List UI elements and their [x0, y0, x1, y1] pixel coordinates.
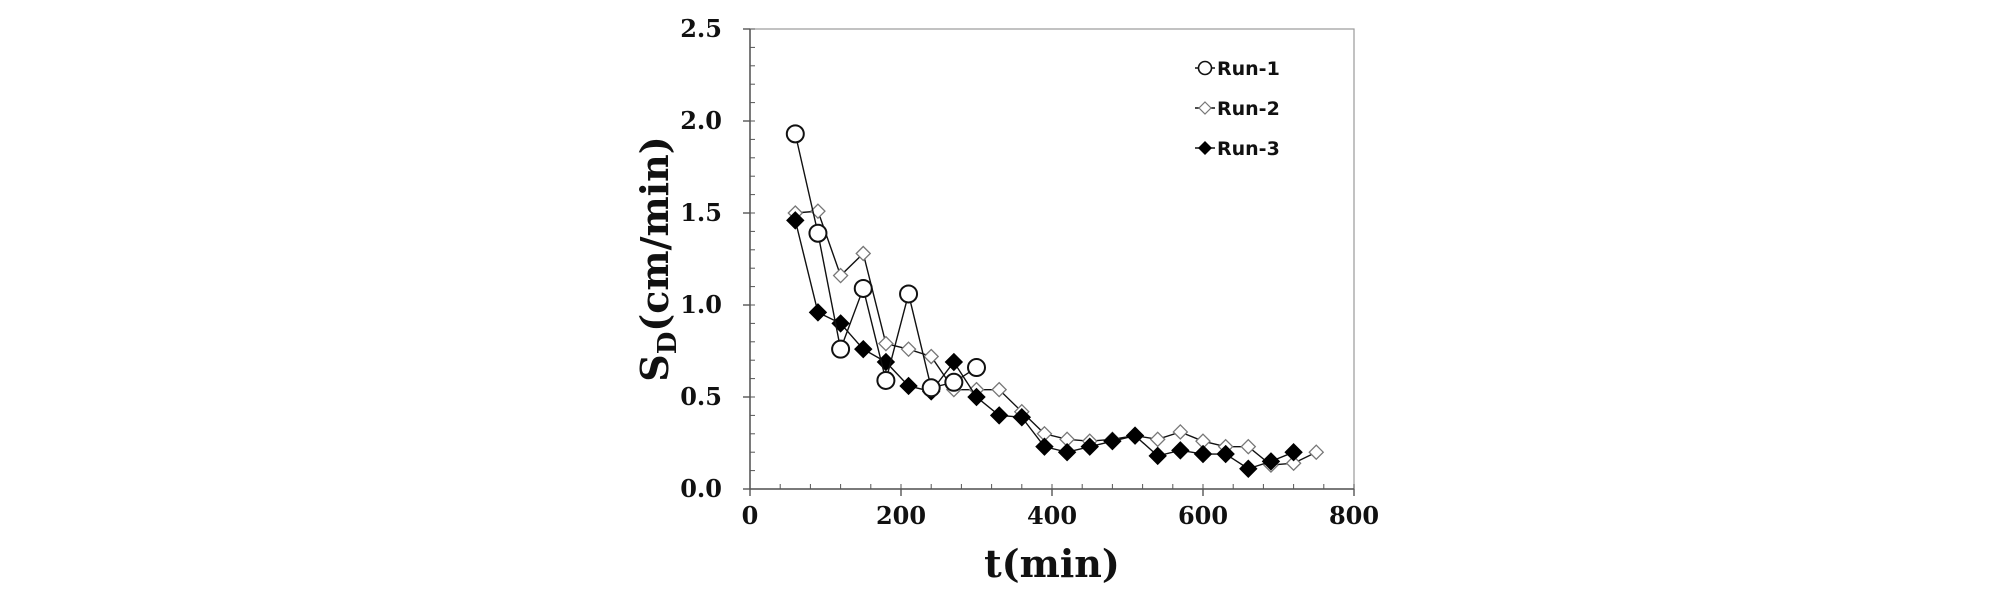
legend-item-run-1: Run-1 [1195, 58, 1280, 80]
data-point [1308, 444, 1325, 461]
data-point [1149, 431, 1166, 448]
y-axis-title: SD(cm/min) [632, 136, 683, 381]
data-point [810, 203, 826, 220]
series-layer [785, 124, 1325, 478]
series-run-2 [787, 203, 1325, 473]
data-point [1103, 431, 1122, 451]
legend-marker [1198, 101, 1212, 115]
data-point [1240, 438, 1257, 455]
data-point [785, 124, 805, 144]
y-axis-title-subscript: D [653, 332, 683, 355]
x-tick-label: 200 [876, 501, 926, 530]
data-point [899, 376, 918, 396]
data-point [1261, 452, 1281, 471]
y-tick-label: 0.5 [680, 382, 722, 411]
data-point [854, 339, 873, 359]
legend: Run-1 Run-2 Run-3 [1195, 58, 1280, 160]
data-point [944, 352, 964, 372]
y-tick-label: 1.5 [680, 198, 722, 227]
y-axis-title-units: (cm/min) [632, 136, 677, 331]
data-point [786, 211, 805, 230]
data-point [855, 245, 872, 262]
data-point [1216, 444, 1235, 464]
x-tick-label: 600 [1178, 501, 1228, 530]
data-point [967, 358, 986, 378]
data-point [1193, 444, 1213, 464]
x-tick-label: 800 [1329, 501, 1379, 530]
data-point [1172, 424, 1189, 440]
data-point [1284, 442, 1303, 462]
legend-label: Run-3 [1217, 138, 1280, 160]
data-point [1148, 446, 1167, 466]
axes: 0.0 0.5 1.0 1.5 2.0 2.5 0 200 400 600 800 [680, 14, 1379, 530]
legend-marker [1198, 141, 1212, 155]
data-point [1035, 437, 1054, 456]
data-point [1080, 437, 1099, 456]
y-tick-label: 2.5 [680, 14, 722, 43]
data-point [923, 348, 940, 365]
legend-label: Run-1 [1217, 58, 1280, 80]
data-point [900, 341, 917, 358]
data-point [1057, 442, 1077, 462]
data-point [1171, 441, 1190, 460]
y-tick-label: 0.0 [680, 474, 722, 503]
series-line [795, 210, 1317, 466]
x-tick-label: 0 [742, 501, 759, 530]
legend-marker [1197, 60, 1213, 76]
legend-item-run-2: Run-2 [1195, 98, 1280, 120]
data-point [808, 303, 828, 322]
data-point [921, 378, 941, 398]
data-point [1125, 426, 1145, 445]
legend-label: Run-2 [1217, 98, 1280, 120]
x-axis-title: t(min) [984, 541, 1120, 586]
data-point [944, 372, 964, 392]
y-axis-title-main: S [632, 354, 677, 381]
data-point [808, 223, 828, 243]
data-point [876, 370, 896, 390]
data-point [991, 381, 1008, 398]
data-point [989, 406, 1009, 425]
data-point [899, 284, 919, 304]
data-point [1239, 459, 1258, 478]
data-point [877, 335, 894, 352]
series-run-1 [785, 124, 986, 398]
data-point [967, 387, 986, 407]
legend-item-run-3: Run-3 [1195, 138, 1280, 160]
y-tick-label: 1.0 [680, 290, 722, 319]
data-point [1285, 455, 1302, 472]
data-point [853, 278, 873, 298]
data-point [832, 267, 849, 284]
data-point [831, 339, 851, 359]
y-tick-label: 2.0 [680, 106, 722, 135]
data-point [1012, 408, 1032, 427]
x-tick-label: 400 [1027, 501, 1077, 530]
